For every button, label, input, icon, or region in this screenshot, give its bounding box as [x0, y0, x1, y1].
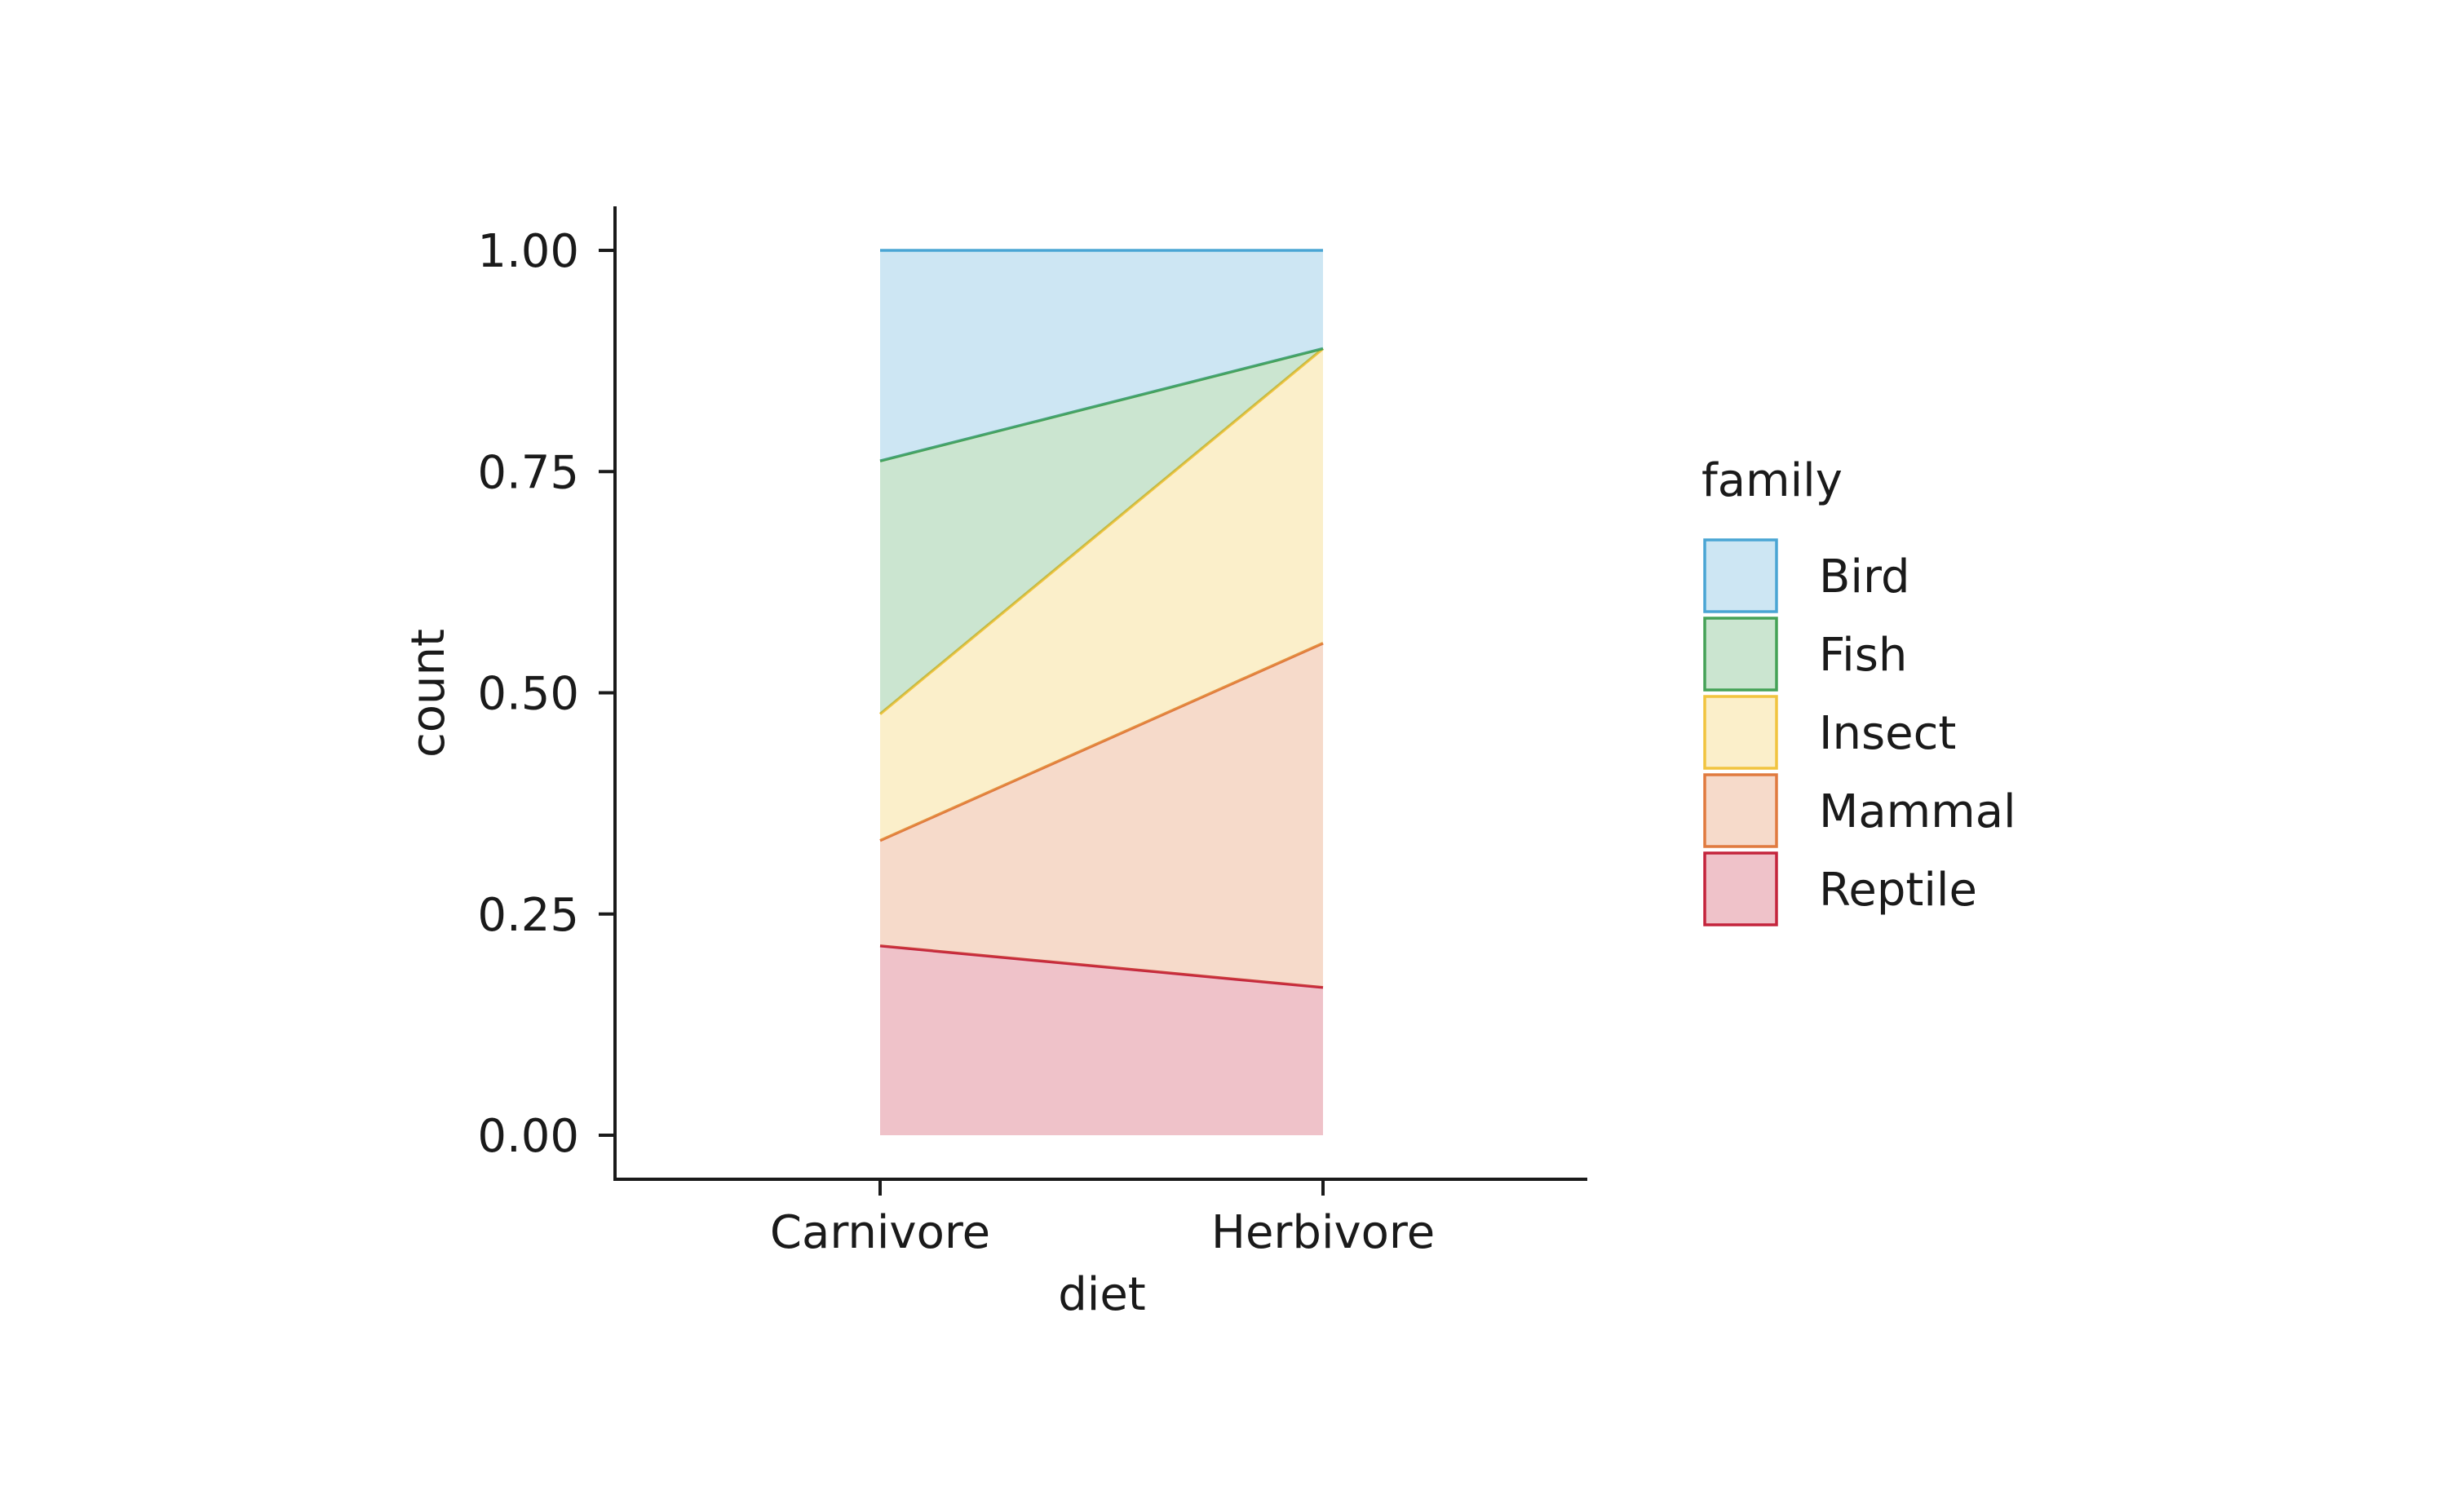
area-bird [880, 250, 1323, 462]
area-fish [880, 348, 1323, 714]
legend-item-insect: Insect [1703, 695, 1956, 770]
legend: family Bird Fish Insect Mammal Reptile [1701, 454, 2016, 926]
y-tick-label: 1.00 [477, 225, 579, 278]
area-mammal [880, 643, 1323, 988]
y-tick-label: 0.50 [477, 668, 579, 721]
x-axis-label: diet [1058, 1268, 1146, 1321]
legend-swatch-insect [1703, 695, 1778, 770]
area-line-insect [878, 347, 1325, 715]
y-tick-label: 0.00 [477, 1110, 579, 1163]
legend-item-fish: Fish [1703, 617, 1907, 692]
legend-label-bird: Bird [1819, 550, 1910, 603]
legend-label-mammal: Mammal [1819, 785, 2016, 838]
area-line-fish [879, 347, 1324, 462]
legend-swatch-mammal [1703, 773, 1778, 848]
x-tick-label: Carnivore [770, 1206, 990, 1259]
legend-title: family [1701, 454, 1843, 507]
legend-label-reptile: Reptile [1819, 864, 1977, 917]
area-insect [880, 348, 1323, 841]
legend-swatch-fish [1703, 617, 1778, 692]
legend-swatch-bird [1703, 538, 1778, 613]
stacked-areas [878, 249, 1325, 1135]
legend-item-mammal: Mammal [1703, 773, 2016, 848]
legend-label-insect: Insect [1819, 707, 1956, 760]
y-axis-label: count [402, 629, 455, 758]
y-tick-label: 0.75 [477, 446, 579, 499]
area-line-mammal [879, 642, 1324, 842]
legend-items: Bird Fish Insect Mammal Reptile [1703, 538, 2016, 926]
axes: 0.000.250.500.751.00 Carnivore Herbivore … [402, 206, 1587, 1321]
legend-item-bird: Bird [1703, 538, 1910, 613]
legend-swatch-reptile [1703, 851, 1778, 926]
x-tick-label: Herbivore [1211, 1206, 1435, 1259]
y-ticks: 0.00 0.25 0.50 0.75 1.00 [477, 225, 615, 1163]
y-tick-label: 0.25 [477, 889, 579, 942]
area-reptile [880, 945, 1323, 1135]
area-line-reptile [879, 944, 1324, 989]
legend-item-reptile: Reptile [1703, 851, 1977, 926]
legend-label-fish: Fish [1819, 629, 1907, 682]
x-ticks: Carnivore Herbivore [770, 1179, 1435, 1259]
